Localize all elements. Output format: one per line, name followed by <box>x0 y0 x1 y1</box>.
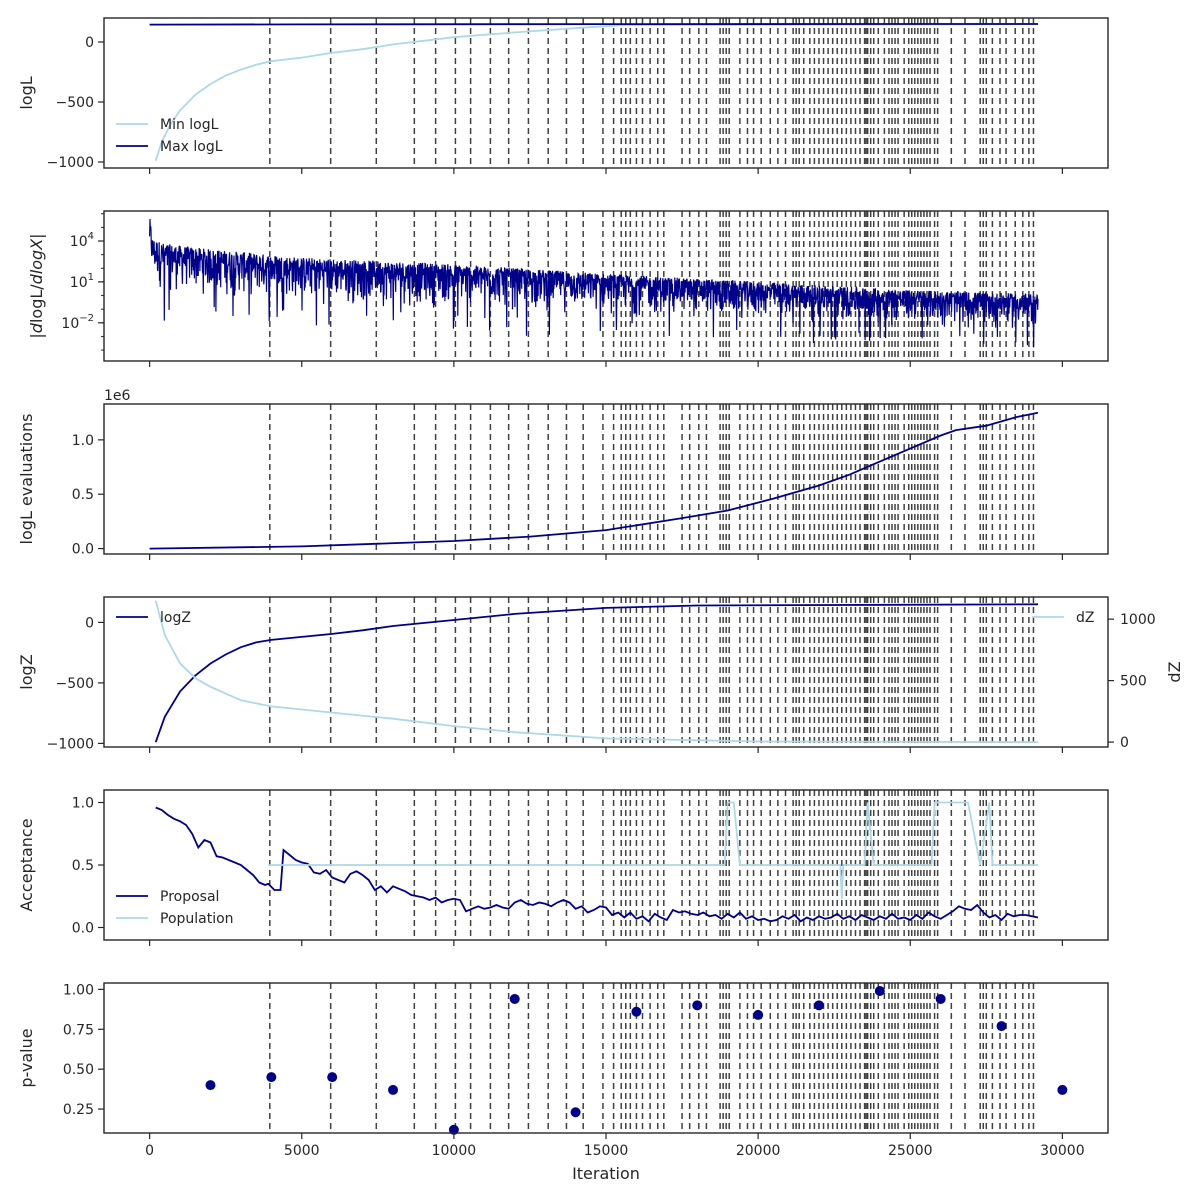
pvalue-point <box>327 1072 338 1083</box>
plot-area-dlogL <box>149 211 1039 361</box>
series-line-logz <box>154 603 1039 743</box>
x-tick-label: 30000 <box>1040 1143 1085 1159</box>
legend-label: logZ <box>160 610 191 626</box>
y-axis-label: |dlogL/dlogX| <box>27 233 46 338</box>
dlogL-series-line <box>149 218 1039 348</box>
legend-label: Population <box>160 911 234 927</box>
legend-label: dZ <box>1076 610 1094 626</box>
plot-area-logL <box>149 18 1039 168</box>
pvalue-point <box>1057 1084 1068 1095</box>
y-axis-label: p-value <box>17 1028 36 1087</box>
y-tick-exponent: −2 <box>79 313 94 324</box>
y-tick-label: −500 <box>56 676 94 692</box>
y-tick-label: 0.50 <box>63 1062 94 1078</box>
pvalue-point <box>813 1000 824 1011</box>
axes-frame <box>103 17 1109 169</box>
legend-label: Min logL <box>160 117 219 133</box>
x-tick-label: 0 <box>145 1143 154 1159</box>
series-line-max-logl <box>149 23 1039 26</box>
y-axis-label-part: d <box>27 273 46 284</box>
y-axis-label-part: | <box>27 233 46 238</box>
y-tick-label: 0.75 <box>63 1022 94 1038</box>
y-axis-label-part: d <box>27 322 46 333</box>
pvalue-point <box>692 1000 703 1011</box>
y-tick-label: 0.5 <box>72 858 94 874</box>
x-tick-label: 10000 <box>432 1143 477 1159</box>
x-tick-label: 5000 <box>284 1143 320 1159</box>
panel-acceptance: 0.0 0.5 1.0 Acceptance Proposal Population <box>17 789 1109 946</box>
series-line-evals <box>149 411 1039 550</box>
y-tick-label: −500 <box>56 95 94 111</box>
y-right-tick-label: 500 <box>1120 674 1147 690</box>
x-axis-label: Iteration <box>572 1164 640 1183</box>
y-tick-base: 10 <box>70 234 88 250</box>
panel-evals: 0.0 0.5 1.0 1e6 logL evaluations <box>17 388 1109 560</box>
y-axis-label-part: logL/ <box>27 284 46 323</box>
x-tick-label: 20000 <box>736 1143 781 1159</box>
y-tick-label: 0.5 <box>72 487 94 503</box>
y-tick-exponent: 4 <box>88 231 94 242</box>
plot-area-evals <box>149 404 1039 554</box>
axes-frame <box>103 982 1109 1134</box>
y-tick-exponent: 1 <box>88 272 94 283</box>
y-tick-label: 1.00 <box>63 982 94 998</box>
panel-logL: 0 −500 −1000 logL Min logL Max logL <box>17 17 1109 174</box>
y-tick-label: 0.0 <box>72 542 94 558</box>
series-line-population <box>268 801 1038 899</box>
legend-label: Proposal <box>160 889 219 905</box>
pvalue-point <box>388 1084 399 1095</box>
y-tick-label: 0.25 <box>63 1102 94 1118</box>
y-tick-label: 1.0 <box>72 796 94 812</box>
y-tick-label: 1.0 <box>72 433 94 449</box>
pvalue-point <box>753 1009 764 1020</box>
pvalue-point <box>570 1107 581 1118</box>
y-tick-label: 0.0 <box>72 921 94 937</box>
y-tick-label: −1000 <box>47 736 94 752</box>
pvalue-point <box>996 1021 1007 1032</box>
legend-label: Max logL <box>160 139 223 155</box>
axes-frame <box>103 403 1109 555</box>
axis-offset-label: 1e6 <box>104 388 131 404</box>
pvalue-point <box>509 993 520 1004</box>
y-tick-base: 10 <box>61 316 79 332</box>
y-axis-label: logZ <box>17 654 36 689</box>
y-right-tick-label: 1000 <box>1120 612 1156 628</box>
y-tick-label: −1000 <box>47 155 94 171</box>
y-axis-label-part: logX <box>27 238 46 274</box>
axes-frame <box>103 596 1109 748</box>
plot-area-pvalue <box>269 983 1035 1133</box>
series-line-proposal <box>155 806 1039 923</box>
x-tick-label: 15000 <box>584 1143 629 1159</box>
pvalue-point <box>631 1006 642 1017</box>
pvalue-point <box>205 1080 216 1091</box>
panel-logZ: 0 −500 −1000 1000 500 0 dZ logZ logZ dZ <box>17 596 1184 753</box>
y-tick-base: 10 <box>70 275 88 291</box>
y-tick-label: 104 <box>70 231 94 250</box>
series-line-dz <box>154 600 1039 743</box>
y-tick-label: 0 <box>85 35 94 51</box>
y-tick-label: 101 <box>70 272 94 291</box>
y-axis-label-part: | <box>27 333 46 338</box>
y-axis-label: logL evaluations <box>17 414 36 545</box>
y-right-tick-label: 0 <box>1120 735 1129 751</box>
y-axis-label: Acceptance <box>17 818 36 911</box>
panel-pvalue: 0 5000 10000 15000 20000 25000 30000 0.25 0.50 0.… <box>17 982 1109 1159</box>
x-tick-label: 25000 <box>888 1143 933 1159</box>
plot-area-acceptance <box>155 790 1039 940</box>
y-tick-label: 0 <box>85 615 94 631</box>
series-line-min-logl <box>154 23 1039 162</box>
plot-area-logZ <box>154 597 1039 747</box>
pvalue-point <box>874 985 885 996</box>
pvalue-point <box>266 1072 277 1083</box>
y-axis-label-right: dZ <box>1165 661 1184 682</box>
y-axis-label: logL <box>17 76 36 109</box>
y-tick-label: 10−2 <box>61 313 94 332</box>
pvalue-point <box>935 993 946 1004</box>
